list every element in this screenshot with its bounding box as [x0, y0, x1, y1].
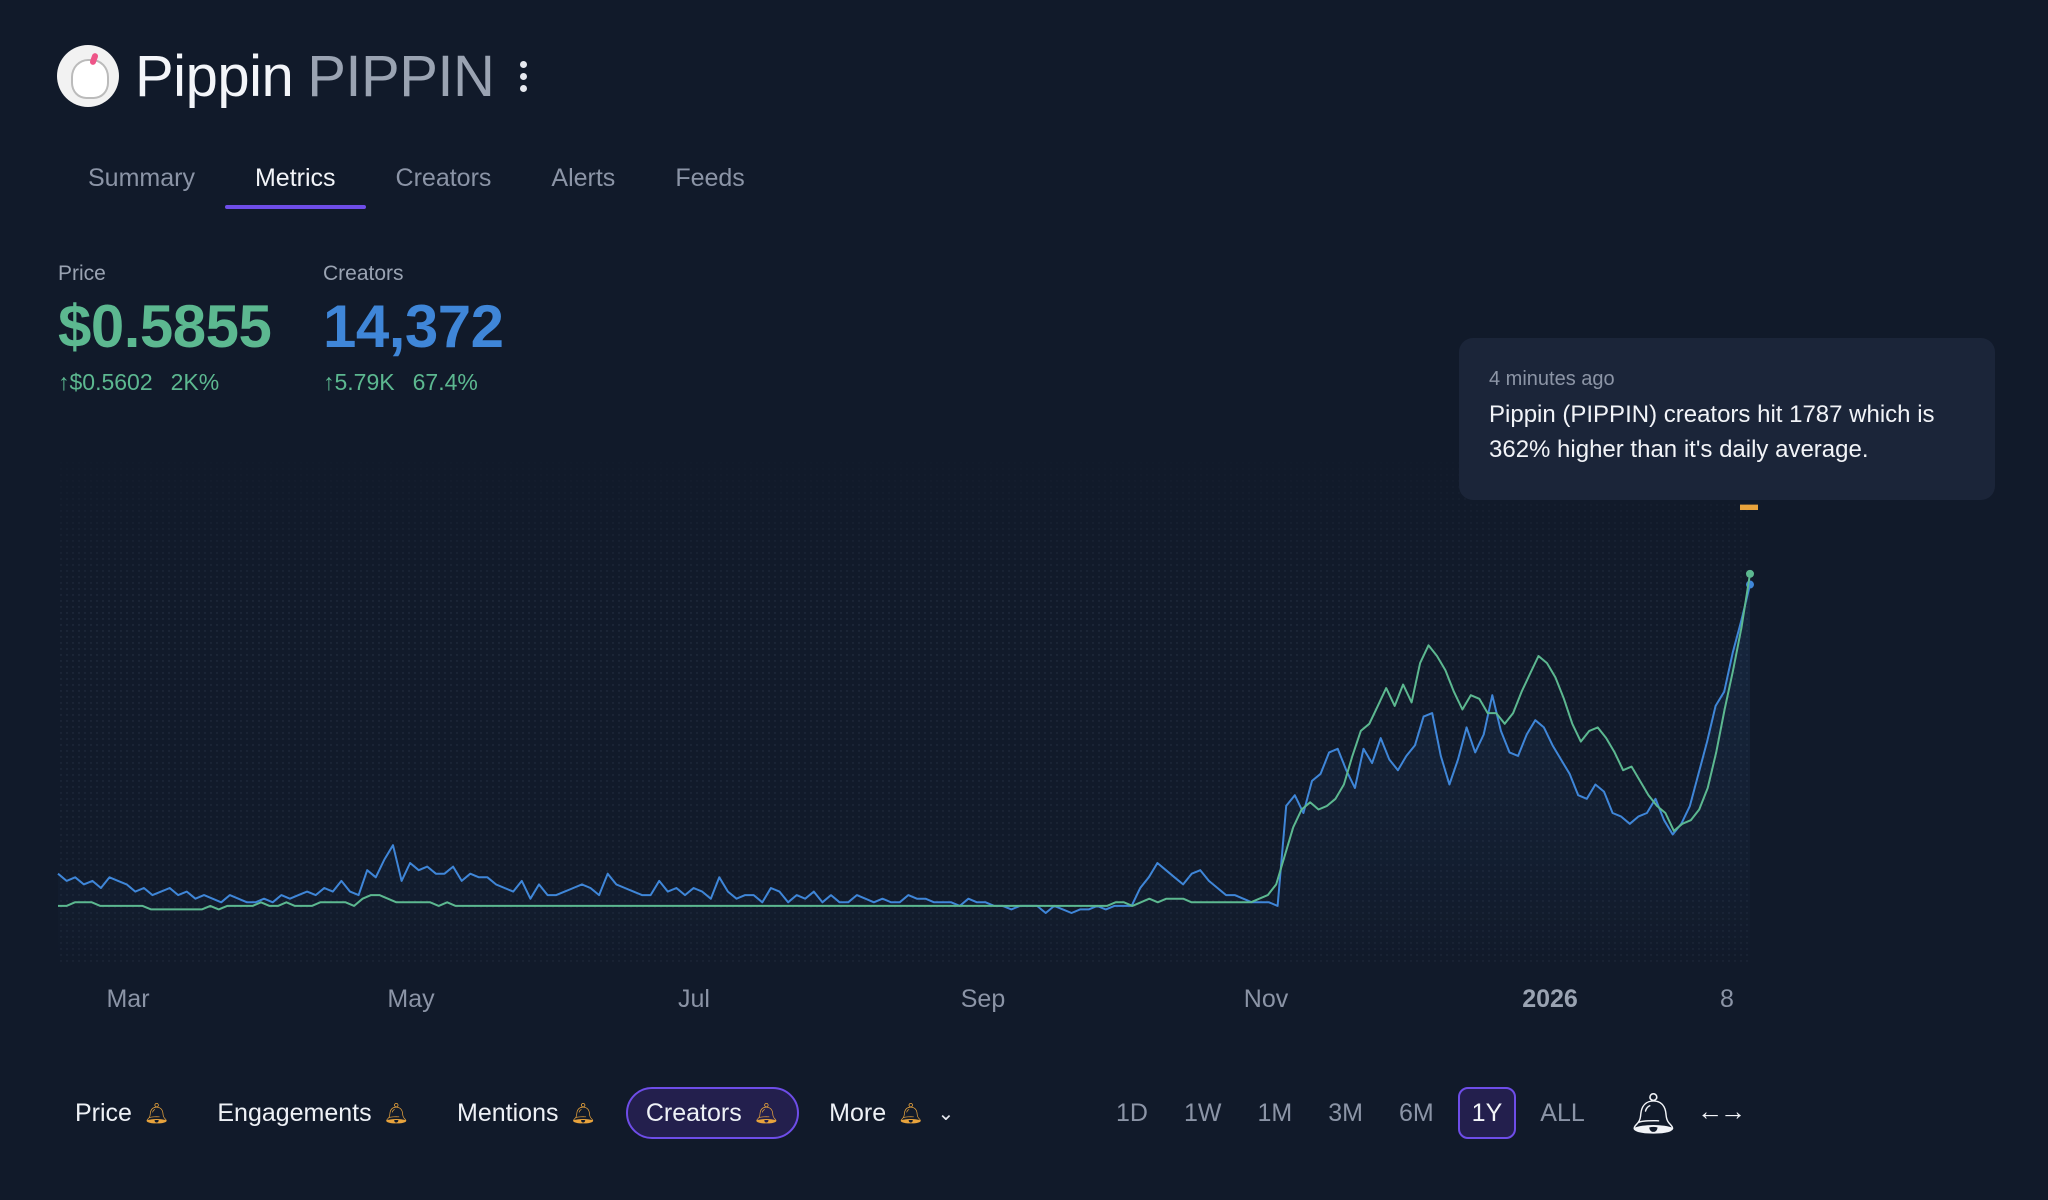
bell-icon[interactable]: 🔔︎	[383, 1102, 410, 1125]
metric-mentions-button[interactable]: Mentions 🔔︎	[439, 1087, 614, 1139]
creators-label: Creators	[323, 262, 404, 285]
series-line-price	[58, 573, 1751, 911]
expand-arrows-icon[interactable]: ←→	[1697, 1096, 1746, 1126]
tab-feeds[interactable]: Feeds	[675, 164, 745, 192]
bell-icon[interactable]: 🔔︎	[1628, 1092, 1679, 1136]
bell-icon[interactable]: 🔔︎	[898, 1102, 924, 1125]
tooltip-time: 4 minutes ago	[1489, 368, 1615, 390]
metric-creators-label: Creators	[645, 1098, 742, 1127]
metric-mentions-label: Mentions	[457, 1098, 559, 1127]
range-3m[interactable]: 3M	[1328, 1099, 1363, 1127]
tab-metrics[interactable]: Metrics	[224, 158, 366, 209]
creators-metric: Creators 14,372 ↑5.79K 67.4%	[323, 262, 504, 396]
creators-change: ↑5.79K 67.4%	[323, 369, 504, 396]
range-6m[interactable]: 6M	[1398, 1099, 1434, 1127]
tab-alerts[interactable]: Alerts	[551, 164, 616, 192]
x-tick-label: May	[387, 985, 435, 1013]
chevron-down-icon[interactable]: ⌄	[937, 1102, 955, 1125]
metric-price-button[interactable]: Price 🔔︎	[58, 1087, 187, 1139]
price-label: Price	[58, 262, 106, 285]
metric-engagements-button[interactable]: Engagements 🔔︎	[199, 1087, 427, 1139]
range-1y[interactable]: 1Y	[1457, 1087, 1517, 1139]
bell-icon[interactable]: 🔔︎	[143, 1102, 170, 1125]
range-1m[interactable]: 1M	[1257, 1099, 1293, 1127]
metric-selector: Price 🔔︎ Engagements 🔔︎ Mentions 🔔︎ Crea…	[58, 1086, 984, 1140]
price-change-pct: 2K%	[170, 369, 220, 395]
x-tick-label: 8	[1720, 985, 1734, 1013]
range-all[interactable]: ALL	[1540, 1099, 1585, 1127]
tab-summary[interactable]: Summary	[88, 164, 195, 192]
kebab-menu-icon[interactable]	[520, 60, 528, 92]
series-line-creators	[57, 584, 1751, 914]
x-tick-label: Jul	[678, 985, 710, 1013]
creators-change-pct: 67.4%	[412, 369, 478, 395]
bell-icon[interactable]: 🔔︎	[570, 1102, 596, 1125]
bell-icon[interactable]: 🔔︎	[753, 1102, 780, 1125]
metric-engagements-label: Engagements	[217, 1098, 372, 1127]
creators-change-abs: ↑5.79K	[323, 369, 395, 395]
x-tick-label: Nov	[1243, 985, 1289, 1013]
x-tick-label: Sep	[960, 985, 1006, 1013]
metric-creators-button[interactable]: Creators 🔔︎	[625, 1087, 800, 1139]
creators-area	[58, 584, 1750, 963]
x-tick-label: 2026	[1522, 985, 1578, 1013]
coin-name: Pippin	[135, 43, 294, 109]
range-1w[interactable]: 1W	[1183, 1099, 1222, 1127]
tab-creators[interactable]: Creators	[395, 164, 492, 192]
range-1d[interactable]: 1D	[1116, 1099, 1148, 1127]
price-change-abs: ↑$0.5602	[58, 369, 153, 395]
tooltip-message: Pippin (PIPPIN) creators hit 1787 which …	[1489, 401, 1935, 463]
page-title: Pippin PIPPIN	[135, 43, 495, 110]
price-metric: Price $0.5855 ↑$0.5602 2K%	[58, 262, 272, 396]
price-change: ↑$0.5602 2K%	[58, 369, 271, 396]
creators-value: 14,372	[323, 293, 504, 360]
tab-bar: Summary Metrics Creators Alerts Feeds	[58, 158, 775, 209]
metric-more-label: More	[829, 1098, 887, 1127]
last-point-price	[1746, 569, 1754, 578]
metric-more-button[interactable]: More 🔔︎ ⌄	[811, 1087, 972, 1139]
coin-header: Pippin PIPPIN	[57, 43, 528, 110]
x-tick-label: Mar	[106, 985, 150, 1013]
alert-tooltip: 4 minutes ago Pippin (PIPPIN) creators h…	[1459, 338, 1995, 500]
price-value: $0.5855	[58, 293, 272, 360]
time-range-selector: 1D 1W 1M 3M 6M 1Y ALL	[1104, 1086, 1609, 1140]
metric-price-label: Price	[75, 1098, 132, 1127]
coin-logo	[57, 45, 119, 107]
coin-symbol: PIPPIN	[307, 43, 495, 109]
